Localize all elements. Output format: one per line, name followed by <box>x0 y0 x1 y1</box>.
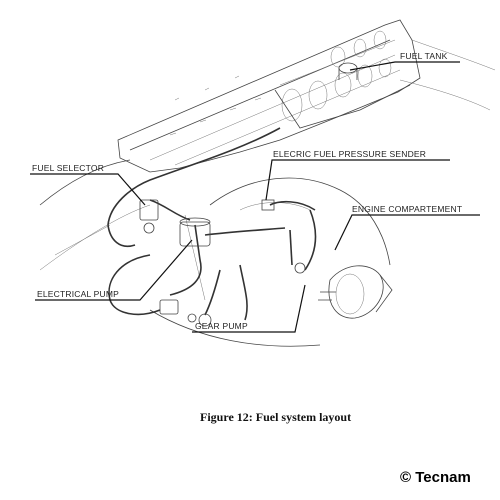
electrical-pump-label: ELECTRICAL PUMP <box>37 289 119 299</box>
copyright-notice: © Tecnam <box>400 469 471 486</box>
electrical-pump-callout: ELECTRICAL PUMP <box>35 239 193 301</box>
gear-pump-callout: GEAR PUMP <box>192 284 306 333</box>
pressure-sender-label: ELECRIC FUEL PRESSURE SENDER <box>273 149 426 159</box>
fuel-tank-label: FUEL TANK <box>400 51 448 61</box>
fuel-tank-callout: FUEL TANK <box>349 51 460 71</box>
fuel-selector-label: FUEL SELECTOR <box>32 163 104 173</box>
engine-compartment-callout: ENGINE COMPARTEMENT <box>334 204 480 251</box>
engine-compartment-label: ENGINE COMPARTEMENT <box>352 204 462 214</box>
fuel-lines <box>107 127 317 327</box>
pressure-sender-callout: ELECRIC FUEL PRESSURE SENDER <box>265 149 450 201</box>
fuel-selector-callout: FUEL SELECTOR <box>30 163 146 206</box>
gear-pump-label: GEAR PUMP <box>195 321 248 331</box>
figure-caption: Figure 12: Fuel system layout <box>200 410 351 424</box>
